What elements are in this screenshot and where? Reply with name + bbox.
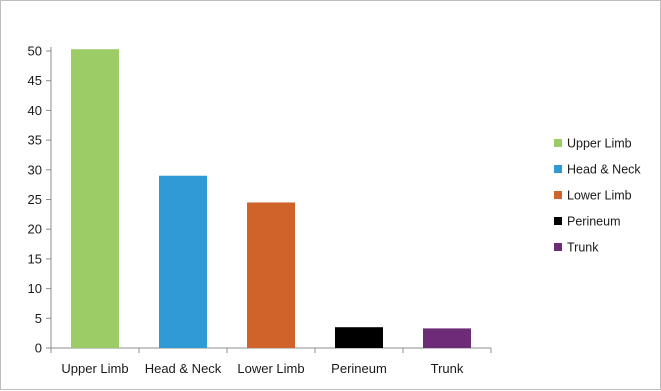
legend-label: Lower Limb bbox=[567, 189, 632, 203]
legend-swatch bbox=[554, 139, 562, 147]
bar-perineum bbox=[335, 327, 383, 348]
y-tick-label: 35 bbox=[28, 133, 42, 148]
y-tick-label: 0 bbox=[35, 341, 42, 356]
x-axis: Upper Limb Head & Neck Lower Limb Perineum T… bbox=[50, 347, 492, 376]
legend: Upper Limb Head & Neck Lower Limb Perineum T… bbox=[554, 137, 641, 255]
y-tick-label: 20 bbox=[28, 222, 42, 237]
x-category-label: Perineum bbox=[331, 361, 387, 376]
x-category-label: Trunk bbox=[431, 361, 464, 376]
bar-upper-limb bbox=[71, 49, 119, 349]
y-tick-label: 10 bbox=[28, 281, 42, 296]
x-category-label: Head & Neck bbox=[145, 361, 222, 376]
legend-swatch bbox=[554, 217, 562, 225]
bar-lower-limb bbox=[247, 202, 295, 348]
y-tick-label: 25 bbox=[28, 192, 42, 207]
bars bbox=[71, 49, 471, 349]
y-tick-label: 5 bbox=[35, 311, 42, 326]
bar-trunk bbox=[423, 328, 471, 348]
y-tick-label: 40 bbox=[28, 103, 42, 118]
y-tick-label: 30 bbox=[28, 162, 42, 177]
x-category-label: Upper Limb bbox=[61, 361, 128, 376]
x-category-label: Lower Limb bbox=[237, 361, 304, 376]
legend-swatch bbox=[554, 165, 562, 173]
bar-head-neck bbox=[159, 175, 207, 348]
legend-label: Perineum bbox=[567, 215, 621, 229]
legend-label: Trunk bbox=[567, 241, 599, 255]
y-axis: 0 5 10 15 20 25 30 35 40 45 50 bbox=[28, 44, 52, 356]
legend-swatch bbox=[554, 243, 562, 251]
legend-label: Upper Limb bbox=[567, 137, 632, 151]
y-tick-label: 45 bbox=[28, 73, 42, 88]
y-tick-label: 50 bbox=[28, 44, 42, 59]
legend-swatch bbox=[554, 191, 562, 199]
y-tick-label: 15 bbox=[28, 251, 42, 266]
legend-label: Head & Neck bbox=[567, 163, 641, 177]
